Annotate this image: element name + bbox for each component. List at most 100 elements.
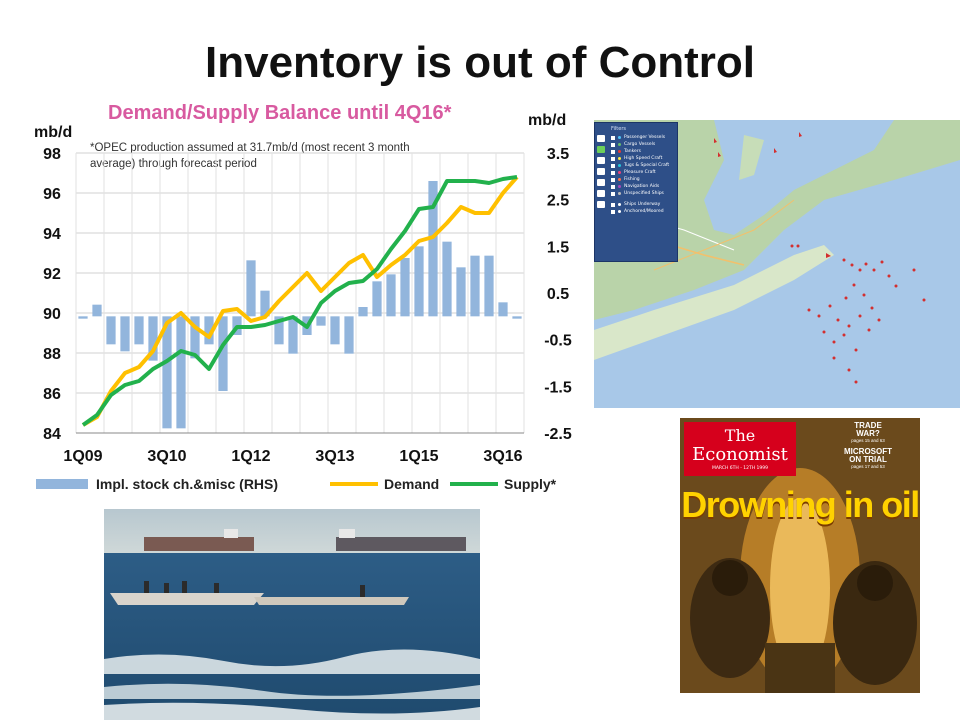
x-tick-label: 3Q10 [147, 448, 186, 465]
right-tick-label: 2.5 [547, 193, 569, 210]
stock-change-bar [162, 316, 172, 429]
checkbox-icon[interactable] [611, 135, 615, 140]
ship-type-icon [618, 178, 621, 181]
stock-change-bar [484, 255, 494, 317]
checkbox-icon[interactable] [611, 149, 615, 154]
ship-type-icon [618, 203, 621, 206]
teaser-microsoft-pages: pages 17 and 53 [851, 464, 885, 469]
chart-legend: Impl. stock ch.&misc (RHS) Demand Supply* [36, 476, 557, 492]
cover-headline: Drowning in oil [681, 484, 920, 525]
chart-svg: Demand/Supply Balance until 4Q16* mb/d m… [34, 102, 572, 492]
eye-icon[interactable] [597, 179, 605, 186]
legend-label: Demand [384, 476, 439, 492]
stock-change-bar [218, 316, 228, 391]
cover-artwork [680, 418, 920, 693]
chart-title: Demand/Supply Balance until 4Q16* [108, 102, 452, 124]
stock-change-bar [120, 316, 130, 352]
filter-item-label: Navigation Aids [624, 184, 660, 189]
right-axis-ticks: 3.5 2.5 1.5 0.5 -0.5 -1.5 -2.5 [544, 146, 572, 443]
left-tick-label: 84 [43, 426, 61, 443]
checkbox-icon[interactable] [611, 177, 615, 182]
teaser-microsoft-line2: ON TRIAL [849, 455, 887, 464]
stock-change-bar [512, 316, 522, 319]
left-tick-label: 94 [43, 226, 61, 243]
stock-change-bar [330, 316, 340, 345]
filter-item-7[interactable]: Navigation Aids [595, 183, 677, 190]
measure-icon[interactable] [597, 190, 605, 197]
ship-type-icon [618, 157, 621, 160]
chart-annotation-line-2: average) through forecast period [90, 158, 257, 170]
stock-change-bar [288, 316, 298, 354]
logo-line-1: The [724, 426, 756, 445]
filter-icon[interactable] [597, 146, 605, 153]
ship-type-icon [618, 143, 621, 146]
right-axis-label: mb/d [528, 112, 566, 129]
ship-icon[interactable] [597, 168, 605, 175]
teaser-trade-line1: TRADE [854, 421, 882, 430]
supply-line [81, 175, 518, 427]
stock-change-bars [78, 181, 522, 429]
stock-change-bar [498, 302, 508, 317]
cover-teaser-microsoft: MICROSOFT ON TRIAL pages 17 and 53 [818, 448, 918, 470]
left-axis-label: mb/d [34, 124, 72, 141]
stock-change-bar [190, 316, 200, 359]
status-item-1[interactable]: Anchored/Moored [595, 208, 677, 215]
left-axis-ticks: 98 96 94 92 90 88 86 84 [43, 146, 61, 443]
left-tick-label: 92 [43, 266, 61, 283]
stock-change-bar [456, 267, 466, 317]
filter-item-label: Fishing [624, 177, 640, 182]
filter-item-label: Tankers [624, 149, 642, 154]
filter-item-3[interactable]: High Speed Craft [595, 155, 677, 162]
checkbox-icon[interactable] [611, 191, 615, 196]
status-item-0[interactable]: Ships Underway [595, 201, 677, 208]
left-tick-label: 86 [43, 386, 61, 403]
ship-type-icon [618, 210, 621, 213]
filter-item-label: High Speed Craft [624, 156, 663, 161]
status-item-label: Ships Underway [624, 202, 661, 207]
stock-change-bar [106, 316, 116, 345]
stock-change-bar [78, 316, 88, 319]
ship-type-icon [618, 185, 621, 188]
filter-item-1[interactable]: Cargo Vessels [595, 141, 677, 148]
stock-change-bar [274, 316, 284, 345]
checkbox-icon[interactable] [611, 163, 615, 168]
filter-item-4[interactable]: Tugs & Special Craft [595, 162, 677, 169]
filter-item-6[interactable]: Fishing [595, 176, 677, 183]
filter-item-2[interactable]: Tankers [595, 148, 677, 155]
stock-change-bar [176, 316, 186, 429]
stock-change-bar [400, 258, 410, 317]
tanker-photo-art [104, 509, 480, 720]
stock-change-bar [386, 274, 396, 317]
filter-item-0[interactable]: Passenger Vessels [595, 134, 677, 141]
teaser-microsoft-line1: MICROSOFT [844, 447, 892, 456]
layers-icon[interactable] [597, 157, 605, 164]
cover-teaser-trade: TRADE WAR? pages 15 and 63 [818, 422, 918, 444]
map-filter-panel: Filters Passenger Vessels Cargo Vessels Ta… [594, 122, 678, 262]
settings-icon[interactable] [597, 201, 605, 208]
checkbox-icon[interactable] [611, 156, 615, 161]
demand-supply-chart: Demand/Supply Balance until 4Q16* mb/d m… [28, 95, 588, 505]
search-icon[interactable] [597, 135, 605, 142]
x-tick-label: 1Q15 [399, 448, 438, 465]
legend-label: Impl. stock ch.&misc (RHS) [96, 476, 278, 492]
checkbox-icon[interactable] [611, 170, 615, 175]
x-tick-label: 3Q16 [483, 448, 522, 465]
chart-annotation-line-1: *OPEC production assumed at 31.7mb/d (mo… [90, 142, 410, 154]
checkbox-icon[interactable] [611, 209, 615, 214]
filter-item-8[interactable]: Unspecified Ships [595, 190, 677, 197]
x-tick-label: 1Q09 [63, 448, 102, 465]
slide-title: Inventory is out of Control [205, 38, 755, 87]
checkbox-icon[interactable] [611, 142, 615, 147]
x-tick-label: 3Q13 [315, 448, 354, 465]
right-tick-label: -0.5 [544, 333, 572, 350]
map-land [594, 120, 960, 360]
x-tick-label: 1Q12 [231, 448, 270, 465]
filter-item-label: Pleasure Craft [624, 170, 656, 175]
left-tick-label: 90 [43, 306, 61, 323]
checkbox-icon[interactable] [611, 184, 615, 189]
stock-change-bar [204, 316, 214, 345]
left-tick-label: 96 [43, 186, 61, 203]
checkbox-icon[interactable] [611, 202, 615, 207]
filter-item-5[interactable]: Pleasure Craft [595, 169, 677, 176]
stock-change-bar [260, 290, 270, 317]
